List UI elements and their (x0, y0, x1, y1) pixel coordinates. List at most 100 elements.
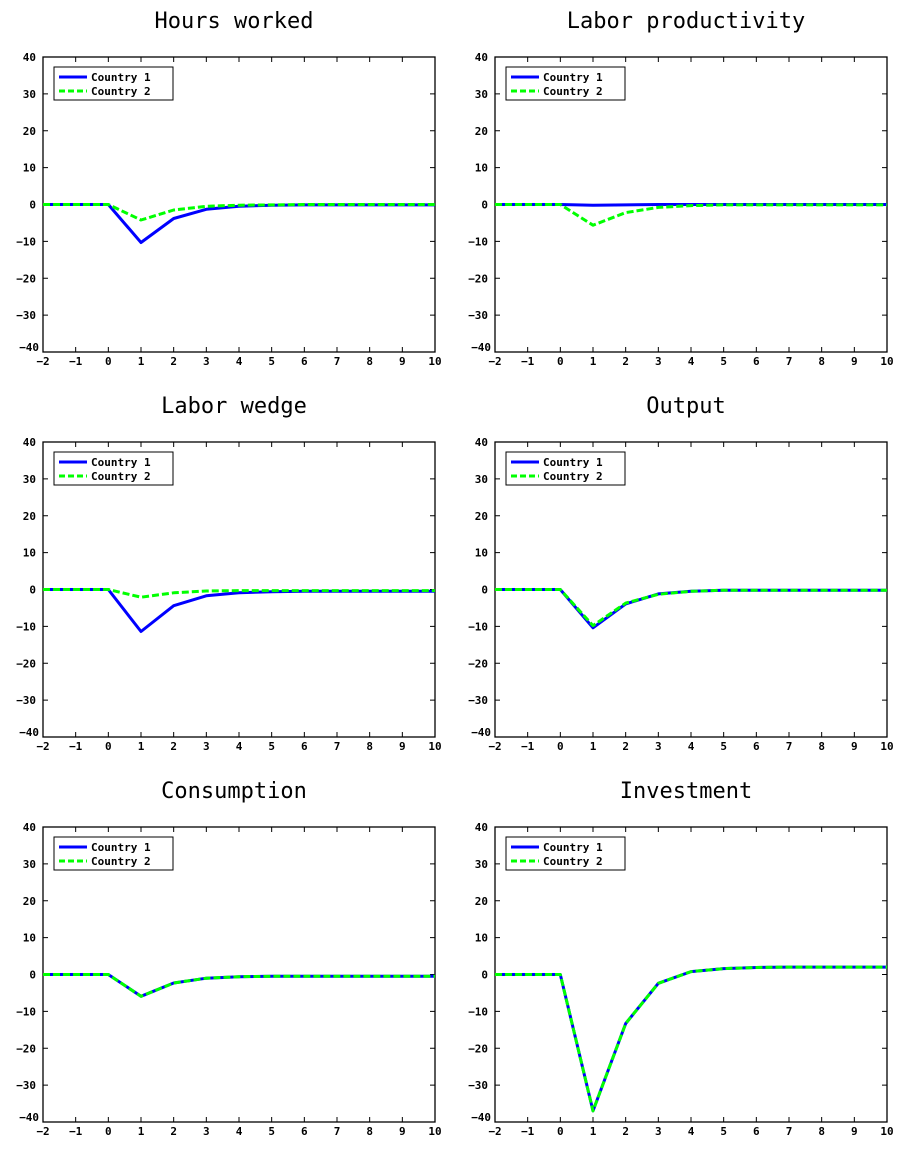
x-tick-label: 3 (203, 1125, 210, 1138)
x-tick-label: 1 (138, 1125, 145, 1138)
y-tick-label: 20 (475, 895, 488, 908)
panel-output: Output 40 30 20 10 0 −10 −20 −30 −40 −2 −1 0 1 2 3 4 5 6 7 8… (452, 385, 904, 765)
series-line (495, 965, 887, 1113)
x-tick-label: −1 (69, 1125, 83, 1138)
y-tick-label: 20 (23, 125, 36, 138)
x-tick-label: 1 (590, 355, 597, 368)
x-tick-label: 9 (399, 740, 406, 753)
x-tick-label: 9 (399, 355, 406, 368)
legend-label: Country 1 (91, 456, 151, 469)
y-tick-label: −30 (468, 1079, 488, 1092)
y-tick-label: 30 (475, 473, 488, 486)
x-tick-label: 10 (428, 1125, 441, 1138)
x-tick-label: 2 (622, 1125, 629, 1138)
chart-title: Labor wedge (161, 394, 307, 419)
y-tick-label: −10 (16, 235, 36, 248)
x-tick-label: 6 (753, 355, 760, 368)
x-tick-label: −1 (521, 355, 535, 368)
legend-box (53, 451, 174, 486)
x-tick-label: 10 (880, 1125, 893, 1138)
y-tick-label: 30 (23, 473, 36, 486)
x-tick-label: 2 (170, 740, 177, 753)
legend-label: Country 1 (543, 841, 603, 854)
y-tick-label: 40 (23, 51, 36, 64)
x-tick-label: 8 (366, 1125, 373, 1138)
y-tick-label: −40 (19, 1111, 39, 1124)
chart-title: Hours worked (155, 9, 314, 34)
legend-label: Country 2 (543, 855, 603, 868)
series-line (43, 203, 435, 222)
x-tick-label: 9 (851, 1125, 858, 1138)
x-tick-label: 3 (655, 355, 662, 368)
y-tick-label: −40 (19, 726, 39, 739)
x-tick-label: 0 (557, 740, 564, 753)
y-tick-label: 10 (23, 547, 36, 560)
legend-label: Country 2 (91, 85, 151, 98)
y-tick-label: −30 (468, 309, 488, 322)
panel-consumption: Consumption 40 30 20 10 0 −10 −20 −30 −40 −2 −1 0 1 2 3… (0, 770, 452, 1150)
x-tick-label: 6 (301, 1125, 308, 1138)
x-tick-label: −2 (36, 1125, 49, 1138)
x-tick-label: 10 (880, 355, 893, 368)
x-tick-label: 1 (590, 740, 597, 753)
y-tick-label: −40 (19, 341, 39, 354)
y-tick-label: 20 (475, 510, 488, 523)
y-tick-label: −10 (16, 1005, 36, 1018)
x-tick-label: 2 (622, 740, 629, 753)
y-tick-label: −10 (468, 620, 488, 633)
y-tick-label: −30 (468, 694, 488, 707)
y-tick-label: 40 (475, 51, 488, 64)
x-tick-label: 7 (334, 1125, 341, 1138)
x-tick-label: −1 (69, 355, 83, 368)
legend-label: Country 1 (543, 71, 603, 84)
series-line (495, 588, 887, 628)
chart-svg: Labor productivity403020100−10−20−30−40−… (468, 9, 894, 368)
y-tick-label: −40 (471, 1111, 491, 1124)
y-tick-label: −30 (16, 309, 36, 322)
y-tick-label: 40 (475, 821, 488, 834)
x-tick-label: 6 (301, 740, 308, 753)
y-tick-label: −40 (471, 341, 491, 354)
chart-title: Labor productivity (567, 9, 805, 34)
legend-box (505, 66, 626, 101)
legend-label: Country 2 (91, 855, 151, 868)
x-tick-label: 0 (557, 1125, 564, 1138)
legend-label: Country 2 (543, 85, 603, 98)
y-tick-label: 40 (23, 821, 36, 834)
x-tick-label: 3 (655, 1125, 662, 1138)
x-tick-label: 7 (786, 1125, 793, 1138)
x-tick-label: 5 (268, 1125, 275, 1138)
x-tick-label: 8 (818, 1125, 825, 1138)
y-tick-label: 30 (475, 858, 488, 871)
y-tick-label: 40 (475, 436, 488, 449)
y-tick-label: 10 (23, 932, 36, 945)
x-tick-label: 5 (268, 355, 275, 368)
x-tick-label: 2 (170, 355, 177, 368)
x-tick-label: 7 (786, 740, 793, 753)
x-tick-label: 8 (818, 740, 825, 753)
legend-label: Country 1 (543, 456, 603, 469)
x-tick-label: 6 (753, 740, 760, 753)
legend-label: Country 2 (543, 470, 603, 483)
x-tick-label: 4 (688, 740, 695, 753)
y-tick-label: 0 (29, 584, 36, 597)
x-tick-label: 4 (688, 355, 695, 368)
y-tick-label: −20 (16, 272, 36, 285)
y-tick-label: −20 (468, 657, 488, 670)
x-tick-label: 5 (720, 1125, 727, 1138)
y-tick-label: 0 (481, 969, 488, 982)
chart-title: Consumption (161, 779, 307, 804)
y-tick-label: −20 (468, 272, 488, 285)
x-tick-label: −2 (488, 355, 501, 368)
panel-investment: Investment 40 30 20 10 0 −10 −20 −30 −40 −2 −1 0 1 2 3 4… (452, 770, 904, 1150)
y-tick-label: 10 (475, 547, 488, 560)
x-tick-label: 8 (366, 740, 373, 753)
y-tick-label: 10 (23, 162, 36, 175)
y-tick-label: 30 (23, 88, 36, 101)
x-tick-label: 4 (236, 355, 243, 368)
x-tick-label: 4 (236, 740, 243, 753)
x-tick-label: 7 (786, 355, 793, 368)
